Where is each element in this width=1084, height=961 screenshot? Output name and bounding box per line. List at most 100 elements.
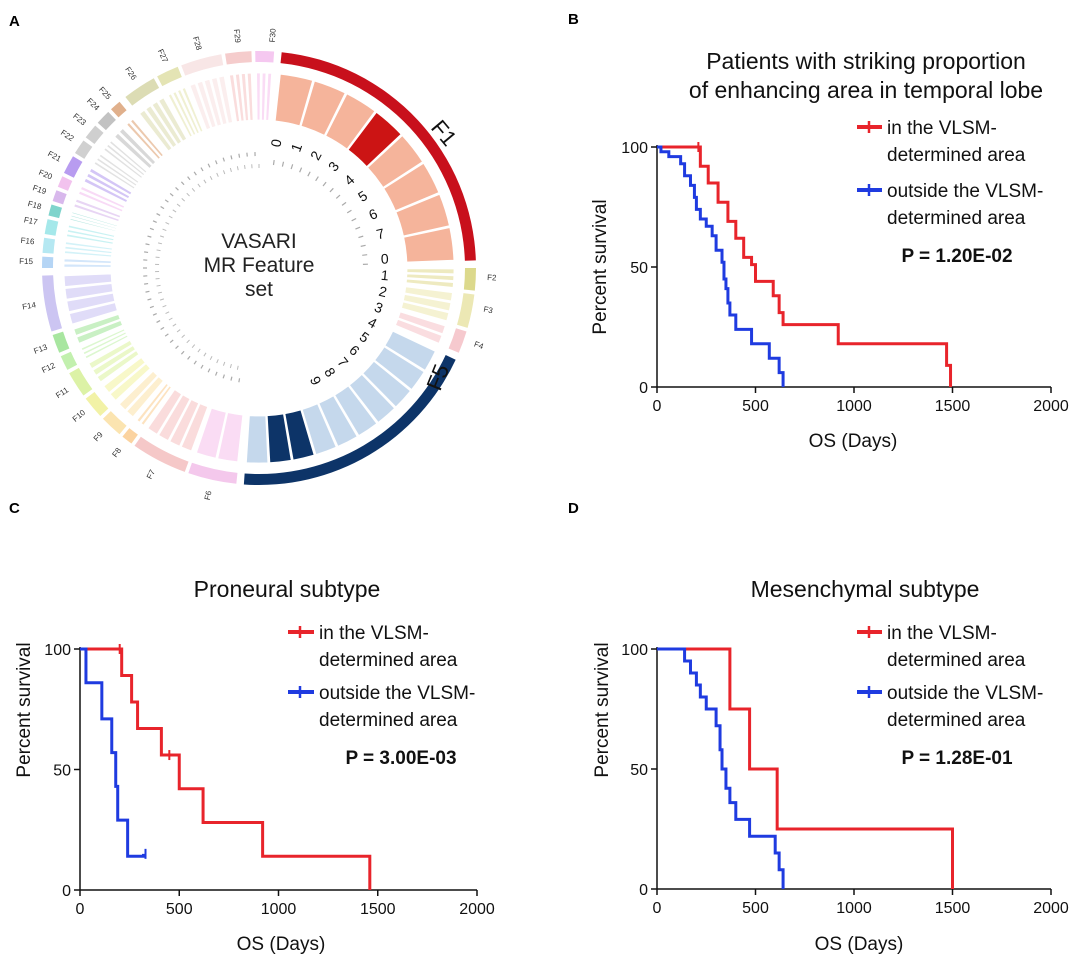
circos-link-tick (180, 181, 185, 186)
circos-center-line-1: VASARI (221, 230, 296, 253)
y-tick-label-d: 50 (630, 762, 648, 779)
chart-title-d: Mesenchymal subtype (751, 576, 980, 602)
circos-link-tick (175, 186, 179, 191)
circos-f1-number: 4 (341, 171, 358, 188)
circos-inner-cell (167, 93, 193, 138)
circos-link-tick (222, 374, 225, 379)
circos-link-tick (200, 364, 204, 369)
circos-outer-arc (134, 436, 189, 472)
circos-inner-cell (98, 153, 140, 184)
circos-link-tick (144, 251, 149, 254)
circos-inner-cell (196, 80, 217, 129)
circos-inner-cell (63, 263, 112, 268)
legend-out-line-2: determined area (887, 208, 1026, 229)
circos-inner-cell (176, 89, 200, 135)
circos-link-tick (322, 181, 327, 187)
x-tick-label-d: 2000 (1033, 900, 1069, 917)
km-curve-b-outside-area (657, 145, 785, 387)
circos-link-tick (191, 188, 196, 192)
circos-link-tick (214, 371, 218, 376)
y-tick-label-b: 50 (630, 260, 648, 277)
circos-link-tick (355, 226, 361, 230)
circos-inner-cell (367, 135, 424, 188)
p-value-d: P = 1.28E-01 (901, 748, 1013, 769)
circos-inner-cell (140, 385, 172, 426)
circos-outer-arc (181, 54, 224, 76)
circos-link-tick (222, 170, 226, 175)
circos-link-tick (193, 360, 197, 365)
circos-inner-cell (66, 233, 114, 245)
circos-inner-cell (265, 72, 273, 121)
circos-f1-number: 1 (288, 141, 306, 154)
circos-segment-label: F19 (32, 183, 48, 196)
circos-inner-cell (195, 407, 227, 459)
circos-segment-label: F17 (23, 215, 39, 227)
x-tick-label-c: 500 (166, 901, 193, 918)
y-axis-label-d: Percent survival (592, 642, 613, 777)
circos-link-tick (169, 339, 174, 344)
circos-outer-arc (48, 204, 63, 219)
circos-link-tick (156, 213, 161, 216)
circos-inner-cell (70, 214, 118, 230)
circos-segment-label: F28 (191, 35, 204, 51)
circos-inner-cell (92, 345, 136, 376)
circos-outer-arc (42, 237, 56, 254)
circos-link-tick (165, 311, 170, 315)
circos-inner-cell (136, 382, 169, 423)
circos-inner-cell (68, 302, 118, 325)
circos-link-tick (362, 254, 368, 256)
circos-link-tick (165, 221, 170, 225)
circos-outer-arc (188, 462, 238, 484)
circos-link-tick (216, 172, 219, 177)
circos-inner-cell (106, 143, 146, 177)
circos-inner-cell (383, 162, 440, 212)
chart-title-c: Proneural subtype (194, 576, 381, 602)
circos-link-tick (180, 350, 185, 355)
circos-link-tick (149, 305, 154, 309)
circos-segment-label: F29 (232, 29, 242, 44)
circos-segment-label: F23 (71, 112, 88, 128)
circos-inner-cell (158, 394, 191, 442)
circos-link-tick (160, 326, 165, 330)
legend-in-line-1-d: in the VLSM- (887, 623, 997, 644)
circos-inner-cell (118, 127, 157, 166)
circos-inner-cell (145, 105, 178, 148)
circos-inner-cell (118, 370, 159, 411)
circos-f1-number: 2 (307, 148, 325, 163)
circos-link-tick (181, 198, 186, 202)
circos-link-tick (152, 220, 157, 223)
circos-inner-cell (300, 80, 346, 136)
circos-link-tick (341, 201, 347, 206)
circos-link-tick (307, 171, 311, 177)
legend-in-line-1: in the VLSM- (887, 118, 997, 139)
circos-outer-arc (97, 111, 116, 131)
circos-inner-cell (78, 190, 124, 213)
legend-in-line-2: determined area (887, 145, 1026, 166)
circos-outer-arc (157, 66, 182, 87)
circos-center-label: VASARI MR Feature set (204, 230, 315, 301)
circos-link-tick (172, 209, 177, 213)
legend-out-line-1-c: outside the VLSM- (319, 683, 475, 704)
panel-letter-d: D (568, 500, 579, 517)
x-tick-label-c: 2000 (459, 901, 495, 918)
circos-link-tick (358, 235, 364, 239)
km-panel-d: Mesenchymal subtype OS (Days) Percent su… (592, 576, 1069, 955)
circos-inner-cell (73, 313, 121, 336)
circos-link-tick (207, 368, 211, 373)
circos-outer-arc (52, 190, 67, 205)
circos-link-tick (159, 235, 165, 238)
circos-link-tick (216, 359, 219, 364)
circos-inner-cell (75, 198, 122, 219)
circos-outer-arc (85, 125, 104, 145)
x-axis-label-c: OS (Days) (237, 934, 326, 955)
circos-link-tick (176, 329, 181, 333)
circos-inner-cell (347, 111, 402, 168)
legend-out-line-1: outside the VLSM- (887, 181, 1043, 202)
circos-link-tick (169, 192, 174, 197)
circos-inner-cell (129, 118, 164, 158)
circos-inner-cell (234, 73, 245, 122)
legend-in-line-2-d: determined area (887, 650, 1026, 671)
circos-inner-cell (318, 395, 358, 447)
x-tick-label-b: 1500 (935, 398, 971, 415)
